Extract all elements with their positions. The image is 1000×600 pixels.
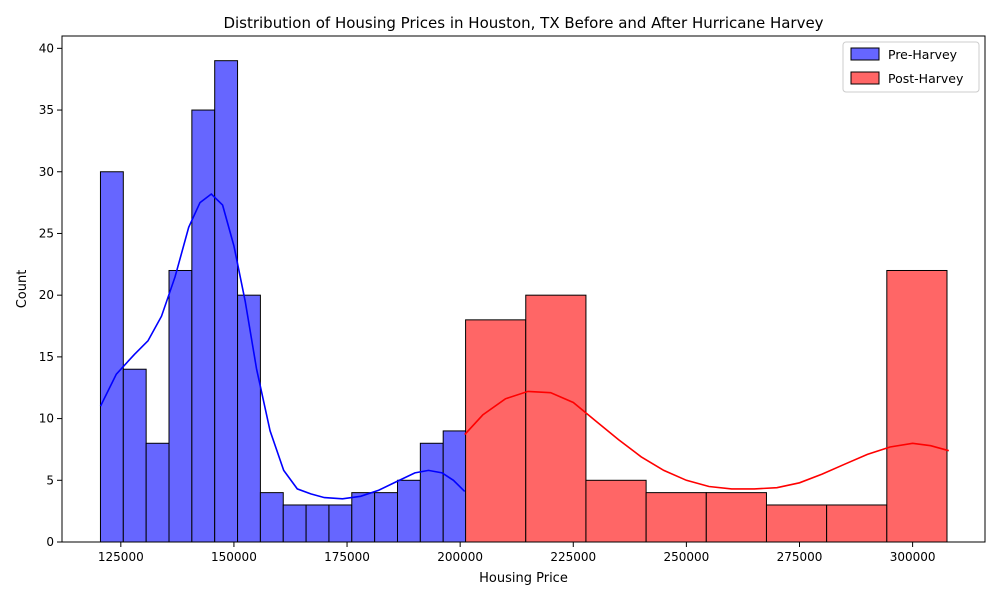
y-tick-label: 35 — [39, 103, 54, 117]
post-harvey-bar — [465, 319, 527, 543]
y-tick-label: 10 — [39, 412, 54, 426]
pre-harvey-bar — [305, 504, 330, 543]
pre-harvey-bar — [351, 492, 376, 543]
pre-harvey-kde-line — [99, 192, 466, 500]
pre-harvey-bar — [442, 430, 467, 543]
post-harvey-bar — [645, 492, 707, 543]
y-axis-ticks: 0 5 10 15 20 25 30 35 40 — [39, 41, 62, 549]
pre-harvey-bar — [191, 109, 216, 543]
post-harvey-bar — [765, 504, 828, 543]
x-axis-label: Housing Price — [479, 571, 568, 586]
legend-label-pre-harvey: Pre-Harvey — [888, 47, 958, 62]
pre-harvey-bar — [374, 492, 398, 543]
y-tick-label: 15 — [39, 350, 54, 364]
post-harvey-bar — [886, 269, 948, 543]
pre-harvey-bar — [259, 492, 284, 543]
legend-label-post-harvey: Post-Harvey — [888, 71, 964, 86]
pre-harvey-bar — [282, 504, 307, 543]
x-tick-label: 200000 — [437, 550, 483, 564]
x-tick-label: 175000 — [324, 550, 370, 564]
post-harvey-bar — [585, 479, 647, 543]
y-tick-label: 20 — [39, 288, 54, 302]
pre-harvey-bar — [145, 442, 170, 543]
post-harvey-bars — [465, 269, 948, 543]
x-tick-label: 225000 — [550, 550, 596, 564]
x-tick-label: 125000 — [98, 550, 144, 564]
y-tick-label: 30 — [39, 165, 54, 179]
pre-harvey-bar — [168, 269, 193, 543]
legend: Pre-Harvey Post-Harvey — [842, 41, 980, 93]
x-tick-label: 250000 — [663, 550, 709, 564]
chart-title: Distribution of Housing Prices in Housto… — [223, 14, 823, 32]
y-tick-label: 5 — [46, 473, 54, 487]
x-tick-label: 275000 — [777, 550, 823, 564]
post-harvey-bar — [826, 504, 888, 543]
post-harvey-bar — [705, 492, 767, 543]
x-tick-label: 150000 — [211, 550, 257, 564]
legend-swatch-post-harvey — [850, 71, 880, 85]
pre-harvey-bar — [99, 171, 124, 543]
pre-harvey-bar — [122, 368, 147, 543]
pre-harvey-bar — [396, 479, 421, 543]
legend-swatch-pre-harvey — [850, 47, 880, 61]
post-harvey-kde-line — [464, 390, 950, 490]
plot-area-frame — [61, 35, 986, 543]
pre-harvey-bar — [328, 504, 353, 543]
x-axis-ticks: 125000 150000 175000 200000 225000 250000 2750… — [98, 542, 936, 564]
y-axis-label: Count — [15, 270, 30, 309]
y-tick-label: 40 — [39, 41, 54, 55]
y-tick-label: 25 — [39, 226, 54, 240]
y-tick-label: 0 — [46, 535, 54, 549]
pre-harvey-bar — [237, 294, 261, 543]
pre-harvey-bar — [214, 60, 239, 543]
post-harvey-bar — [525, 294, 587, 543]
x-tick-label: 300000 — [890, 550, 936, 564]
pre-harvey-bar — [419, 442, 444, 543]
